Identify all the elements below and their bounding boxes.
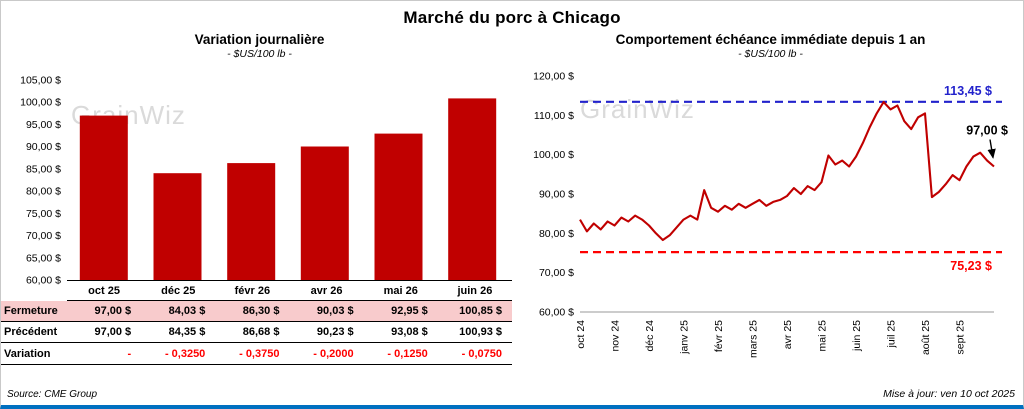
x-tick-label: juin 25 xyxy=(851,320,863,352)
y-tick-label: 80,00 $ xyxy=(539,228,574,240)
y-tick-label: 95,00 $ xyxy=(26,119,61,131)
one-year-line-chart: 60,00 $ 70,00 $ 80,00 $ 90,00 $ 100,00 $ 110,… xyxy=(533,71,1008,358)
page-title: Marché du porc à Chicago xyxy=(403,8,621,27)
x-tick-label: janv 25 xyxy=(679,320,691,355)
x-tick-label: févr 25 xyxy=(713,320,725,352)
table-row: Fermeture 97,00 $84,03 $86,30 $90,03 $92,… xyxy=(1,300,512,322)
last-value-label: 97,00 $ xyxy=(966,124,1008,138)
y-tick-label: 85,00 $ xyxy=(26,163,61,175)
table-row: Précédent 97,00 $84,35 $86,68 $90,23 $93,… xyxy=(1,321,512,343)
table-cell: 93,08 $ xyxy=(363,321,438,343)
month-header: juin 26 xyxy=(437,280,512,301)
x-tick-label: déc 24 xyxy=(644,320,656,352)
table-header-row: oct 25 déc 25 févr 26 avr 26 mai 26 juin 26 xyxy=(1,280,512,301)
source-note: Source: CME Group xyxy=(7,389,98,400)
table-cell: 97,00 $ xyxy=(67,321,142,343)
table-cell: - 0,0750 xyxy=(437,342,512,365)
bar-chart-title: Variation journalière xyxy=(194,32,325,47)
y-tick-label: 105,00 $ xyxy=(20,75,61,87)
y-tick-label: 90,00 $ xyxy=(539,189,574,201)
y-tick-label: 120,00 $ xyxy=(533,71,574,83)
month-header: févr 26 xyxy=(215,280,290,301)
row-label: Fermeture xyxy=(1,300,67,322)
x-tick-label: nov 24 xyxy=(610,320,622,352)
daily-variation-panel: Variation journalière - $US/100 lb - Gra… xyxy=(1,30,518,366)
y-tick-label: 65,00 $ xyxy=(26,252,61,264)
updated-note: Mise à jour: ven 10 oct 2025 xyxy=(883,388,1015,400)
table-row: Variation - - 0,3250- 0,3750- 0,2000- 0,12… xyxy=(1,342,512,365)
row-label: Variation xyxy=(1,342,67,365)
y-tick-label: 70,00 $ xyxy=(539,267,574,279)
y-tick-label: 110,00 $ xyxy=(534,110,574,122)
x-tick-label: juil 25 xyxy=(886,320,898,349)
month-header: déc 25 xyxy=(141,280,216,301)
table-cell: 84,35 $ xyxy=(141,321,216,343)
price-series xyxy=(579,100,995,242)
x-tick-label: août 25 xyxy=(920,320,932,355)
bar xyxy=(153,173,202,280)
y-tick-label: 60,00 $ xyxy=(539,307,574,319)
table-cell: 97,00 $ xyxy=(67,300,142,322)
x-tick-label: mai 25 xyxy=(817,320,829,352)
table-cell: 90,23 $ xyxy=(289,321,364,343)
table-cell: 90,03 $ xyxy=(289,300,364,322)
month-header: oct 25 xyxy=(67,280,142,301)
table-cell: - 0,2000 xyxy=(289,342,364,365)
bar xyxy=(374,133,423,280)
line-chart-title: Comportement échéance immédiate depuis 1… xyxy=(615,32,926,47)
row-label: Précédent xyxy=(1,321,67,343)
bar-chart-subtitle: - $US/100 lb - xyxy=(227,48,292,60)
bar xyxy=(448,98,497,281)
table-cell: 86,68 $ xyxy=(215,321,290,343)
x-tick-label: sept 25 xyxy=(955,320,967,355)
bar-chart-area: GrainWiz 60,00 $65,00 $70,00 $75,00 $80,… xyxy=(1,64,518,287)
line-chart-subtitle: - $US/100 lb - xyxy=(738,48,803,60)
table-cell: 100,93 $ xyxy=(437,321,512,343)
max-value-label: 113,45 $ xyxy=(944,84,992,98)
table-cell: 100,85 $ xyxy=(437,300,512,322)
x-tick-label: oct 24 xyxy=(575,320,587,349)
variation-table: oct 25 déc 25 févr 26 avr 26 mai 26 juin 26 Fe… xyxy=(1,280,512,365)
line-chart-area: GrainWiz 60,00 $70,00 $80,00 $90,00 $100… xyxy=(518,64,1023,366)
y-tick-label: 60,00 $ xyxy=(26,275,61,287)
table-cell: - xyxy=(67,342,142,365)
table-cell: - 0,3750 xyxy=(215,342,290,365)
daily-variation-bar-chart: 60,00 $ 65,00 $ 70,00 $ 75,00 $ 80,00 $ 85,00… xyxy=(20,75,497,287)
table-cell: - 0,1250 xyxy=(363,342,438,365)
month-header: mai 26 xyxy=(363,280,438,301)
table-cell: 84,03 $ xyxy=(141,300,216,322)
min-value-label: 75,23 $ xyxy=(950,259,992,273)
table-cell: 86,30 $ xyxy=(215,300,290,322)
one-year-panel: Comportement échéance immédiate depuis 1… xyxy=(518,30,1023,366)
panels-row: Variation journalière - $US/100 lb - Gra… xyxy=(1,30,1023,366)
table-cell: 92,95 $ xyxy=(363,300,438,322)
bar xyxy=(300,146,349,280)
table-cell: - 0,3250 xyxy=(141,342,216,365)
bar xyxy=(227,163,276,280)
last-value-arrow xyxy=(987,139,996,159)
month-header: avr 26 xyxy=(289,280,364,301)
y-tick-label: 100,00 $ xyxy=(20,97,61,109)
y-tick-label: 80,00 $ xyxy=(26,186,61,198)
y-tick-label: 75,00 $ xyxy=(26,208,61,220)
x-tick-label: avr 25 xyxy=(782,320,794,349)
y-tick-label: 70,00 $ xyxy=(26,230,61,242)
bar xyxy=(79,115,128,280)
y-tick-label: 100,00 $ xyxy=(533,149,574,161)
y-tick-label: 90,00 $ xyxy=(26,141,61,153)
x-tick-label: mars 25 xyxy=(748,320,760,358)
